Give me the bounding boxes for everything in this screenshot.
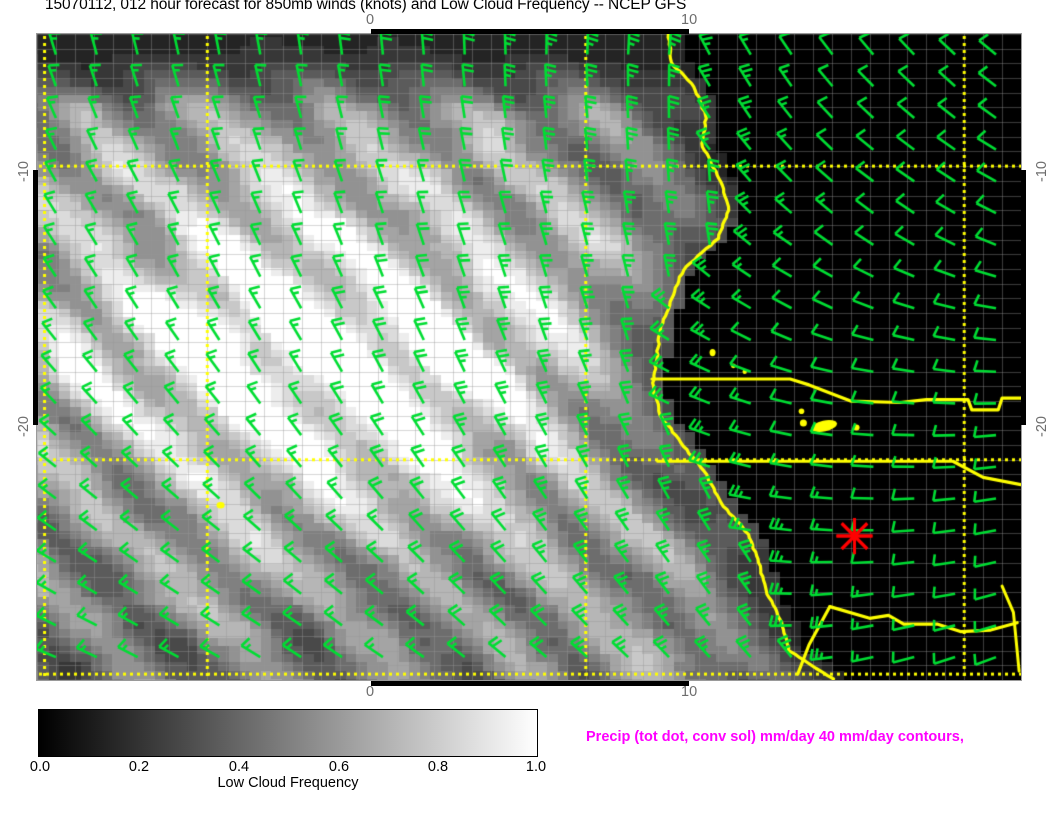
- axis-tick-bar-top: [371, 29, 689, 34]
- colorbar: [38, 709, 538, 757]
- axis-tick-bar-right: [1021, 170, 1026, 425]
- x-tick-bottom-0: 0: [366, 684, 375, 700]
- map-plot-area: [37, 34, 1021, 680]
- colorbar-tick-0: 0.0: [29, 759, 51, 775]
- axis-tick-bar-bottom: [371, 681, 689, 686]
- colorbar-tick-5: 1.0: [525, 759, 547, 775]
- x-tick-top-10: 10: [681, 12, 698, 28]
- colorbar-axis-label: Low Cloud Frequency: [217, 775, 359, 791]
- wind-barb-and-coastline-overlay: [37, 34, 1021, 680]
- colorbar-tick-3: 0.6: [328, 759, 350, 775]
- x-tick-bottom-10: 10: [681, 684, 698, 700]
- y-tick-left-neg10: -10: [16, 161, 32, 182]
- colorbar-tick-1: 0.2: [128, 759, 150, 775]
- axis-tick-bar-left: [33, 170, 38, 425]
- y-tick-right-neg20: -20: [1034, 416, 1050, 437]
- map-plot-panel: [36, 33, 1022, 681]
- colorbar-tick-2: 0.4: [228, 759, 250, 775]
- colorbar-gradient: [38, 709, 538, 757]
- y-tick-left-neg20: -20: [16, 416, 32, 437]
- y-tick-right-neg10: -10: [1034, 161, 1050, 182]
- x-tick-top-0: 0: [366, 12, 375, 28]
- page-title: 15070112, 012 hour forecast for 850mb wi…: [45, 0, 687, 13]
- colorbar-tick-4: 0.8: [427, 759, 449, 775]
- precip-legend-note: Precip (tot dot, conv sol) mm/day 40 mm/…: [586, 729, 964, 745]
- colorbar-tick-labels: 0.0 0.2 0.4 0.6 0.8 1.0: [30, 757, 546, 777]
